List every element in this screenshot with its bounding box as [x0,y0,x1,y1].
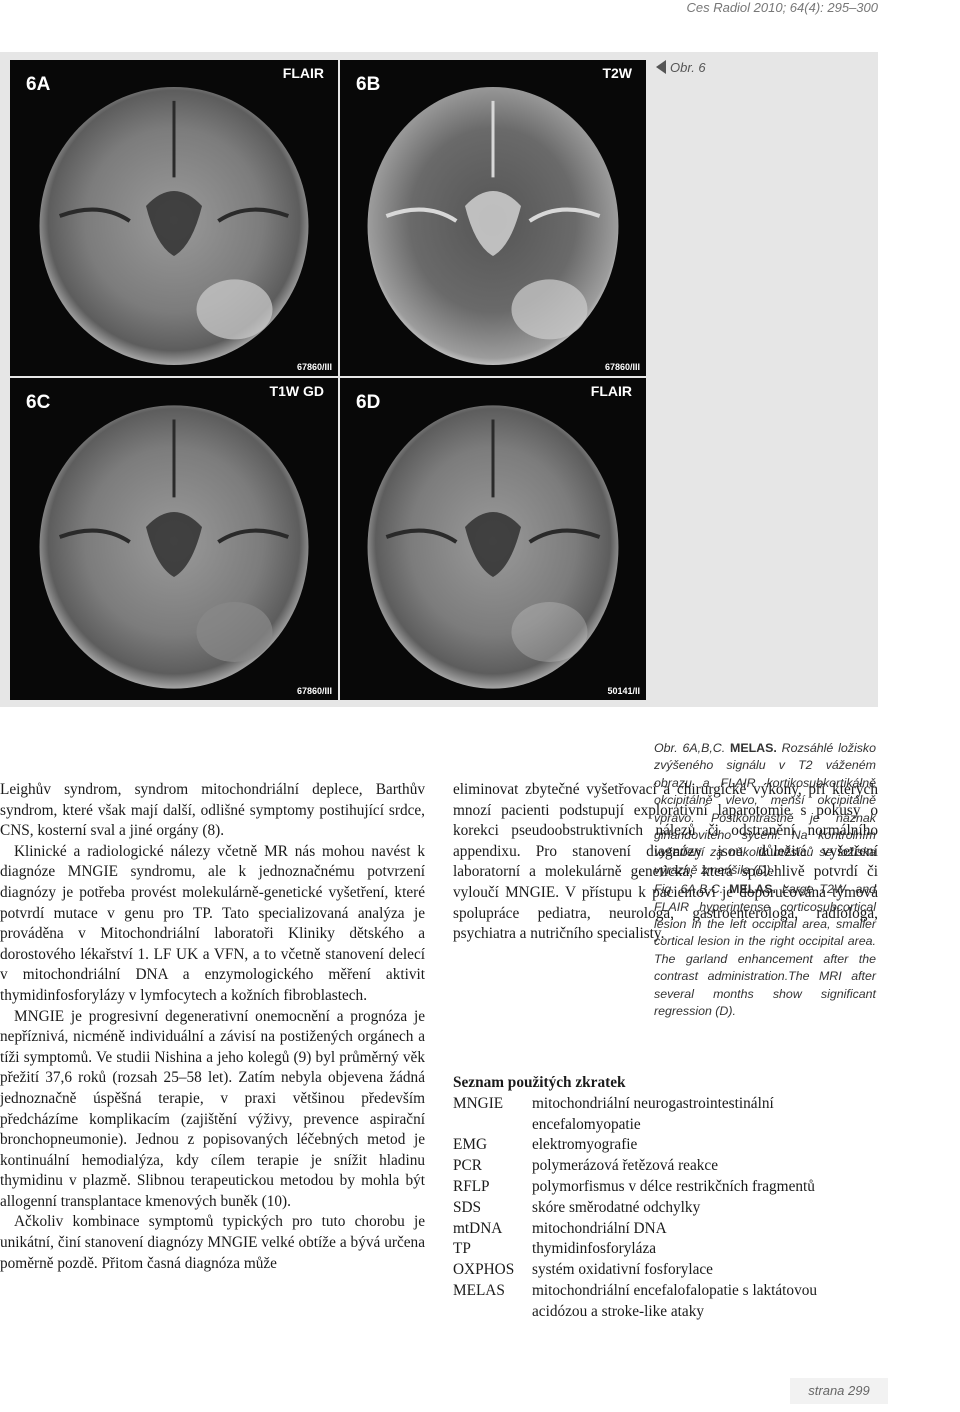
abbreviation-row: SDS skóre směrodatné odchylky [453,1198,878,1219]
mri-panel: 6C T1W GD 67860/III [10,378,338,700]
panel-id: 6B [356,74,380,95]
paragraph: Klinické a radiologické nálezy včetně MR… [0,842,425,1004]
abbreviation-definition: polymorfismus v délce restrikčních fragm… [532,1177,815,1195]
caption-cz: Obr. 6A,B,C. MELAS. Rozsáhlé ložisko zvý… [654,740,876,879]
panel-sequence: T1W GD [270,383,324,399]
ventricles [465,191,521,256]
occipital-lesion [511,279,588,340]
right-column: eliminovat zbytečné vyšetřovací a chirur… [453,780,878,945]
ventricles [146,512,202,577]
abbreviation-row: PCR polymerázová řetězová reakce [453,1156,878,1177]
caption-prefix: Obr. 6A,B,C. [654,741,730,755]
abbreviation-definition: mitochondriální encefalofalopatie s lakt… [532,1281,818,1320]
panel-code: 67860/III [605,362,640,372]
abbreviation-definition: skóre směrodatné odchylky [532,1198,701,1216]
caption-text: Rozsáhlé ložisko zvýšeného signálu v T2 … [654,741,877,877]
panel-code: 67860/III [297,686,332,696]
abbreviation: SDS [453,1198,482,1216]
panel-sequence: FLAIR [591,383,632,399]
abbreviation-definition: thymidinfosforyláza [532,1240,657,1258]
abbreviation-row: mtDNA mitochondriální DNA [453,1219,878,1240]
occipital-lesion [196,279,273,340]
paragraph: Leighův syndrom, syndrom mitochondriální… [0,781,425,840]
sylvian-left [385,207,458,223]
paragraph: MNGIE je progresivní degenerativní onemo… [0,1007,425,1210]
abbreviation: EMG [453,1136,487,1154]
abbreviation: TP [453,1240,471,1258]
abbreviation: PCR [453,1157,482,1175]
abbreviation-row: TP thymidinfosforyláza [453,1239,878,1260]
abbreviation-row: EMG elektromyografie [453,1135,878,1156]
abbreviation-row: MNGIE mitochondriální neurogastrointestin… [453,1094,878,1136]
sylvian-left [58,207,131,223]
abbreviation: MNGIE [453,1094,504,1112]
sylvian-left [58,528,131,544]
sylvian-right [528,207,601,223]
mri-panel: 6A FLAIR 67860/III [10,60,338,376]
panel-id: 6D [356,392,380,413]
abbreviation: RFLP [453,1177,490,1195]
paragraph: Ačkoliv kombinace symptomů typických pro… [0,1213,425,1272]
panel-code: 50141/II [607,686,640,696]
panel-id: 6A [26,74,51,95]
abbreviations-title: Seznam použitých zkratek [453,1074,626,1091]
abbreviation-definition: mitochondriální neurogastrointestinální … [532,1094,774,1133]
abbreviation-definition: elektromyografie [532,1136,638,1154]
sylvian-right [217,207,290,223]
panel-code: 67860/III [297,362,332,372]
sylvian-left [385,528,458,544]
abbreviation: MELAS [453,1281,505,1299]
panel-id: 6C [26,392,51,413]
caption-prefix: Fig. 6A,B,C. [654,882,730,897]
panel-sequence: T2W [602,65,632,81]
left-column: Leighův syndrom, syndrom mitochondriální… [0,780,425,1274]
caption-bold: MELAS. [729,882,776,897]
ventricles [146,191,202,256]
caption-en: Fig. 6A,B,C. MELAS. Large T2W- and FLAIR… [654,881,876,1020]
figure-marker: Obr. 6 [656,60,706,75]
abbreviation-row: OXPHOS systém oxidativní fosforylace [453,1260,878,1281]
abbreviation-definition: systém oxidativní fosforylace [532,1261,713,1279]
panel-sequence: FLAIR [283,65,324,81]
occipital-lesion [511,602,588,663]
occipital-lesion [196,602,273,663]
caption-bold: MELAS. [730,741,777,755]
sylvian-right [528,528,601,544]
abbreviation-definition: mitochondriální DNA [532,1219,667,1237]
abbreviation: mtDNA [453,1219,503,1237]
abbreviation-row: RFLP polymorfismus v délce restrikčních f… [453,1177,878,1198]
abbreviations: Seznam použitých zkratek MNGIE mitochondr… [453,1073,878,1323]
abbreviation: OXPHOS [453,1261,515,1279]
page-number: strana 299 [790,1378,888,1404]
abbreviation-row: MELAS mitochondriální encefalofalopatie s… [453,1281,878,1323]
figure-caption: Obr. 6A,B,C. MELAS. Rozsáhlé ložisko zvý… [654,740,876,1023]
abbreviation-definition: polymerázová řetězová reakce [532,1157,718,1175]
paragraph: eliminovat zbytečné vyšetřovací a chirur… [453,781,878,943]
figure-images: 6A FLAIR 67860/III 6B T2W 67860/III 6C T1W GD 67… [10,60,646,700]
ventricles [465,512,521,577]
mri-panel: 6B T2W 67860/III [340,60,646,376]
mri-panel: 6D FLAIR 50141/II [340,378,646,700]
caption-text: Large T2W- and FLAIR hyperintense cortic… [654,882,876,1019]
header-citation: Ces Radiol 2010; 64(4): 295–300 [686,0,878,15]
sylvian-right [217,528,290,544]
